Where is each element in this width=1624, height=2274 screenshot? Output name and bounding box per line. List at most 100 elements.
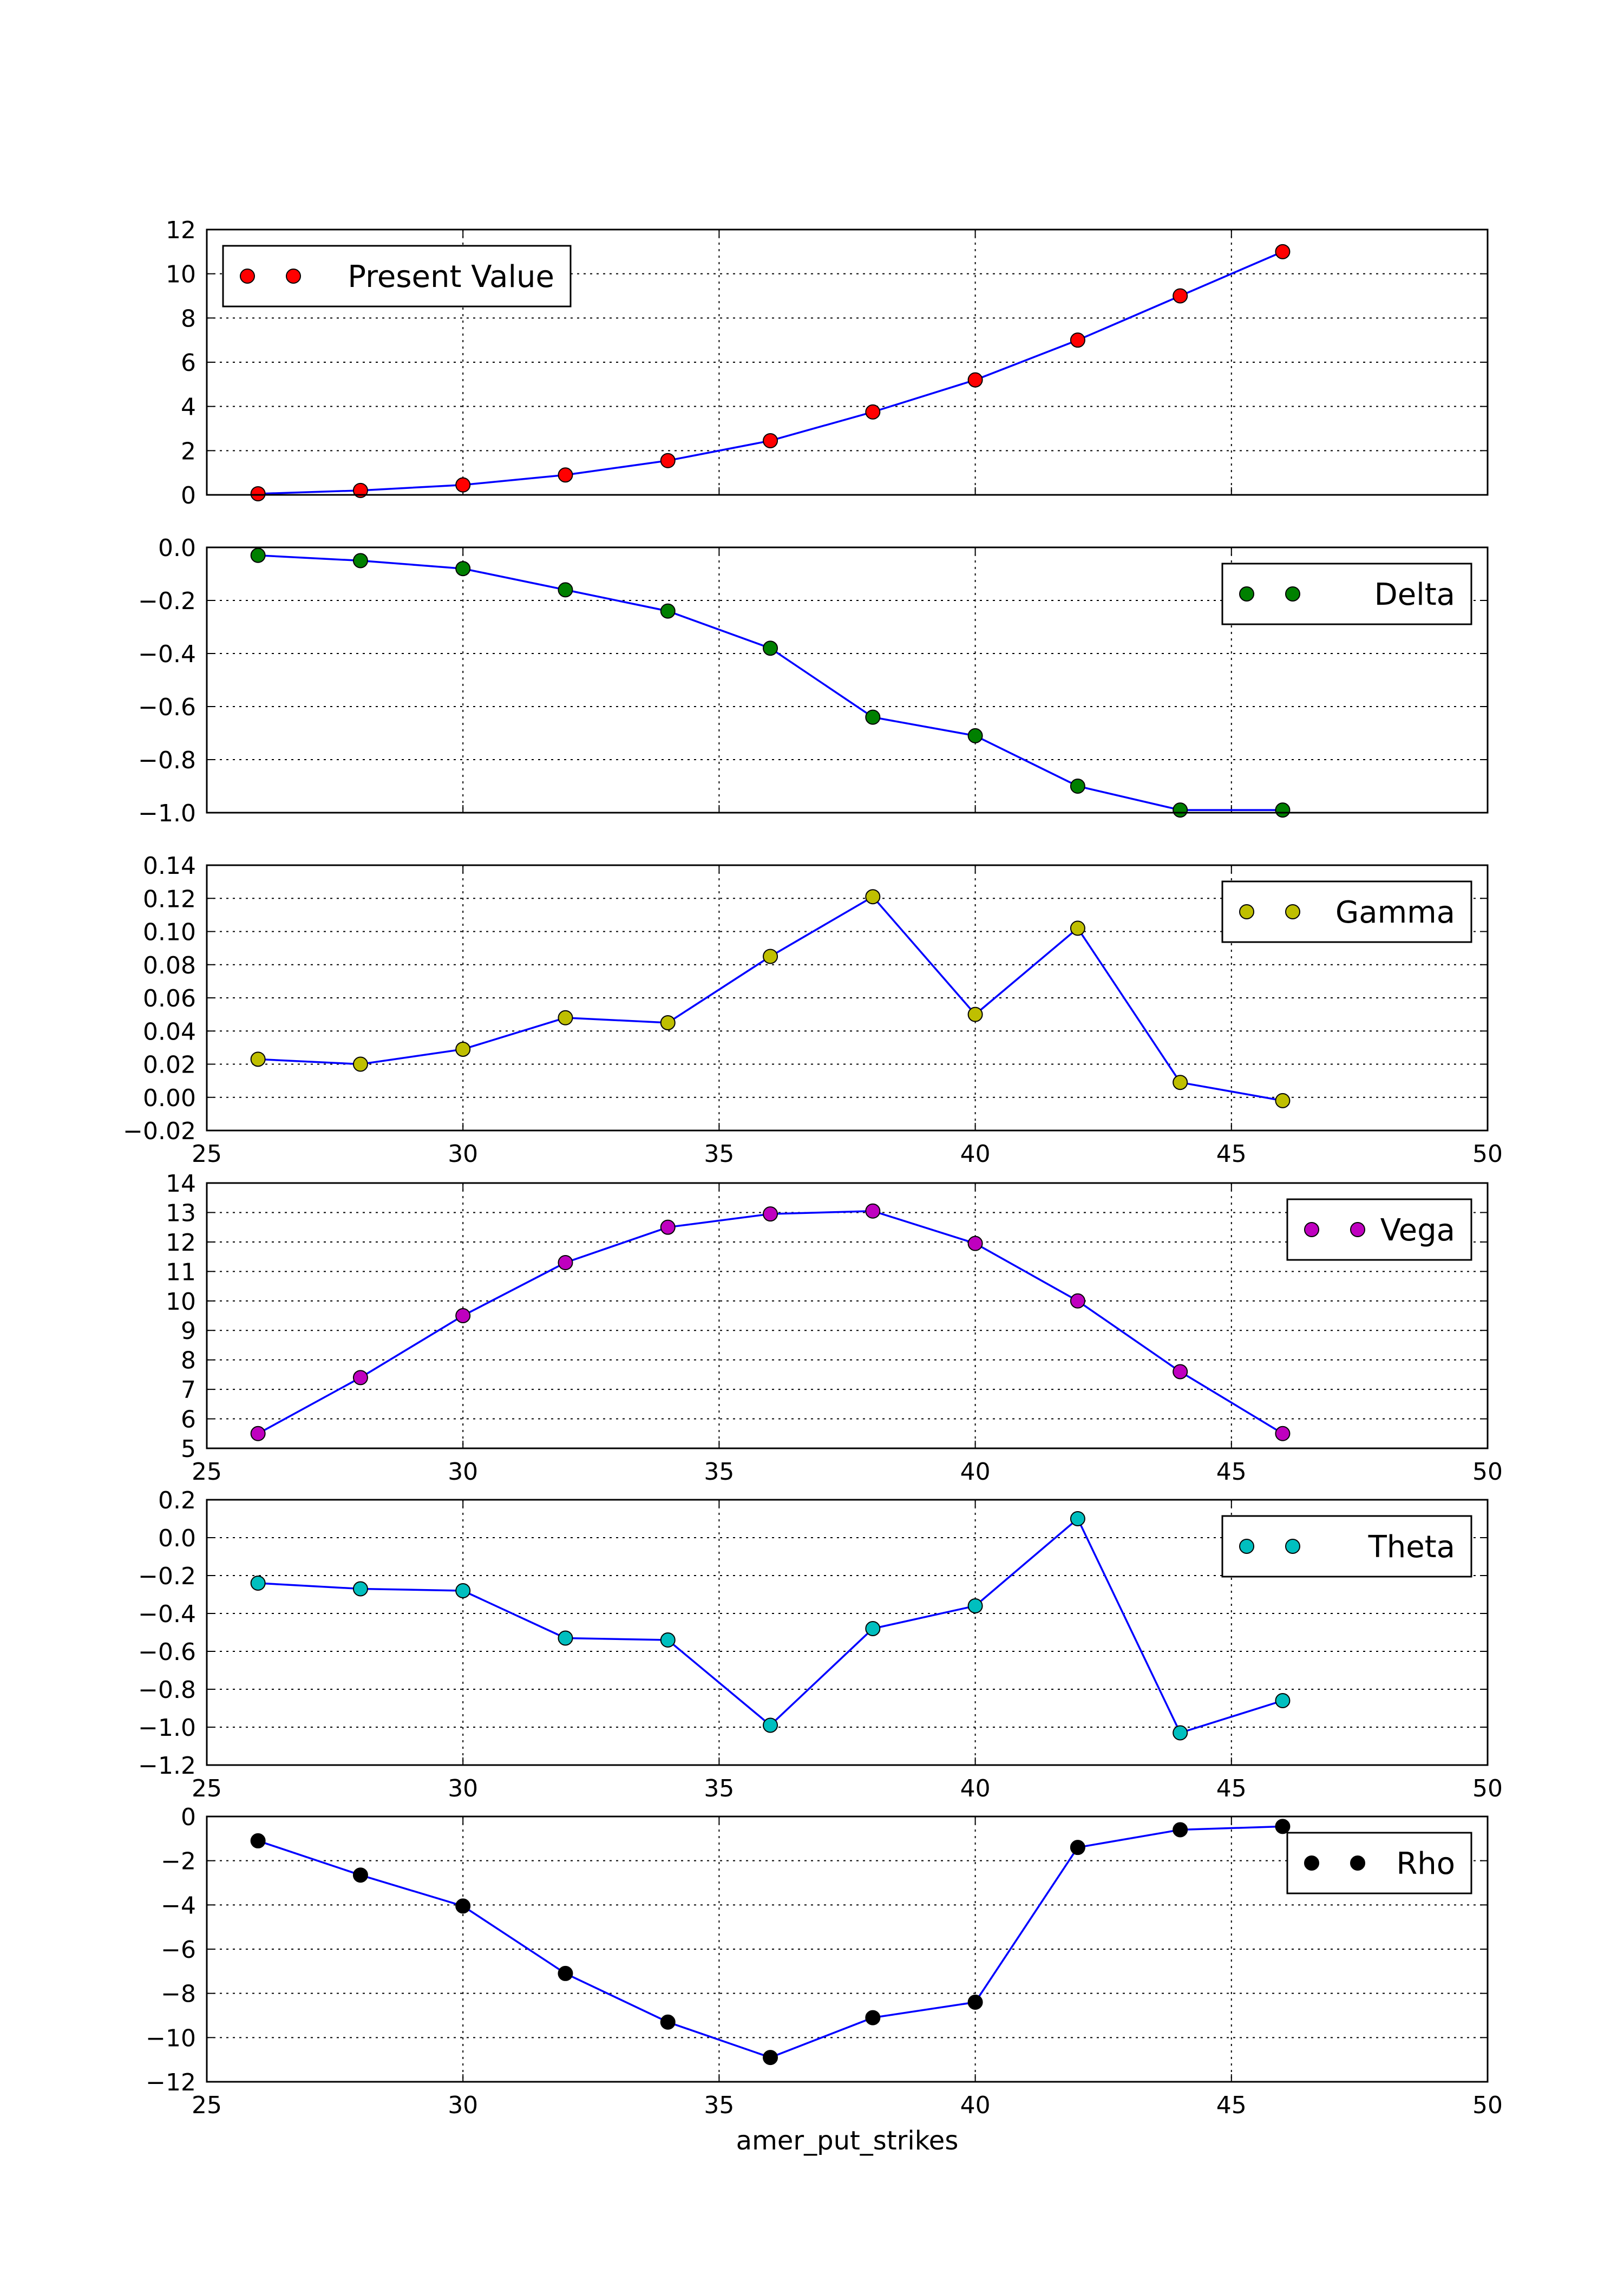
legend-label: Delta <box>1374 577 1455 612</box>
legend-label: Present Value <box>348 259 554 295</box>
x-tick-label: 30 <box>448 1140 478 1168</box>
y-tick-label: −4 <box>161 1892 196 1919</box>
data-point <box>660 2014 676 2030</box>
x-tick-label: 25 <box>192 1458 222 1486</box>
data-point <box>763 433 778 448</box>
legend-label: Theta <box>1368 1530 1455 1565</box>
legend: Theta <box>1221 1515 1472 1578</box>
y-tick-label: 0.14 <box>143 852 196 880</box>
legend: Present Value <box>222 245 572 308</box>
legend-label: Vega <box>1380 1213 1455 1248</box>
y-tick-label: −0.8 <box>138 1676 196 1704</box>
y-tick-label: 10 <box>166 1288 196 1316</box>
legend: Delta <box>1221 563 1472 625</box>
y-tick-label: −0.2 <box>138 1563 196 1590</box>
legend-marker <box>1285 1539 1300 1554</box>
x-tick-label: 25 <box>192 1775 222 1802</box>
data-point <box>1173 1364 1188 1380</box>
x-tick-label: 45 <box>1216 1775 1247 1802</box>
y-tick-label: 9 <box>181 1317 196 1345</box>
legend-marker <box>1304 1222 1319 1237</box>
x-tick-label: 40 <box>960 1775 991 1802</box>
subplot-gamma: −0.02 0.00 0.02 0.04 0.06 0.08 0.10 0.12 0.14 25 3… <box>123 852 1503 1168</box>
data-point <box>250 1426 266 1441</box>
y-tick-label: 2 <box>181 437 196 465</box>
y-tick-label: −1.2 <box>138 1752 196 1780</box>
data-point <box>352 1581 368 1597</box>
data-point <box>660 1015 676 1030</box>
data-point <box>558 1255 573 1270</box>
legend-box <box>1221 880 1472 943</box>
legend: Gamma <box>1221 880 1472 943</box>
data-point <box>558 1965 573 1981</box>
x-tick-label: 50 <box>1472 1458 1503 1486</box>
series-line <box>258 554 1283 811</box>
data-point <box>1275 1426 1291 1441</box>
y-tick-label: 6 <box>181 1406 196 1434</box>
x-tick-label: 25 <box>192 2092 222 2119</box>
axes-frame <box>206 864 1489 1132</box>
y-tick-label: −0.8 <box>138 747 196 774</box>
y-tick-label: −12 <box>146 2069 196 2096</box>
data-point <box>1173 288 1188 304</box>
y-tick-label: −0.6 <box>138 1638 196 1666</box>
legend-marker <box>1350 1222 1365 1237</box>
data-point <box>865 1203 881 1219</box>
data-point <box>865 404 881 420</box>
subplot-panels: 0 2 4 6 8 10 12 Present Value −1.0 −0.8 −0.6 −0.4 −0… <box>123 217 1503 2119</box>
legend: Rho <box>1286 1832 1472 1894</box>
data-point <box>660 1632 676 1648</box>
data-point <box>660 603 676 619</box>
y-tick-label: 12 <box>166 217 196 244</box>
y-tick-label: −0.4 <box>138 641 196 668</box>
data-point <box>1275 802 1291 818</box>
data-point <box>250 1051 266 1067</box>
axes-frame <box>206 1815 1489 2083</box>
data-point <box>352 553 368 568</box>
data-point <box>250 1576 266 1591</box>
y-tick-label: 0.0 <box>158 1525 196 1552</box>
data-point <box>1070 779 1085 794</box>
data-point <box>865 2010 881 2025</box>
data-point <box>967 1995 983 2010</box>
y-tick-label: −1.0 <box>138 1714 196 1742</box>
data-point <box>1070 1293 1085 1309</box>
x-tick-label: 45 <box>1216 1458 1247 1486</box>
data-point <box>1173 802 1188 818</box>
axes-frame <box>206 228 1489 496</box>
y-tick-label: −6 <box>161 1936 196 1964</box>
y-tick-label: −10 <box>146 2024 196 2052</box>
data-point <box>455 561 471 577</box>
data-point <box>455 1898 471 1914</box>
x-tick-label: 40 <box>960 1140 991 1168</box>
y-tick-label: 14 <box>166 1170 196 1198</box>
y-tick-label: −8 <box>161 1981 196 2008</box>
data-point <box>1173 1075 1188 1090</box>
x-tick-label: 45 <box>1216 1140 1247 1168</box>
y-tick-label: 7 <box>181 1376 196 1404</box>
subplot-rho: −12 −10 −8 −6 −4 −2 0 25 30 35 40 45 50 Rho <box>146 1803 1503 2119</box>
legend-marker <box>1285 586 1300 602</box>
data-point <box>967 1598 983 1613</box>
axes-frame <box>206 1182 1489 1449</box>
data-point <box>352 1370 368 1386</box>
axes-frame <box>206 546 1489 814</box>
y-tick-label: −0.6 <box>138 694 196 721</box>
data-point <box>967 1007 983 1022</box>
legend-marker <box>240 269 255 284</box>
y-tick-label: −2 <box>161 1848 196 1876</box>
legend-label: Rho <box>1396 1846 1455 1881</box>
x-tick-label: 30 <box>448 2092 478 2119</box>
data-point <box>967 728 983 743</box>
legend-box <box>1221 1515 1472 1578</box>
y-tick-label: 0.0 <box>158 534 196 562</box>
x-tick-label: 40 <box>960 2092 991 2119</box>
y-tick-label: 11 <box>166 1258 196 1286</box>
data-point <box>660 1219 676 1235</box>
legend-box <box>222 245 572 308</box>
legend-marker <box>1239 586 1254 602</box>
series-line <box>258 1825 1283 2059</box>
data-point <box>1070 332 1085 348</box>
data-point <box>1070 920 1085 936</box>
